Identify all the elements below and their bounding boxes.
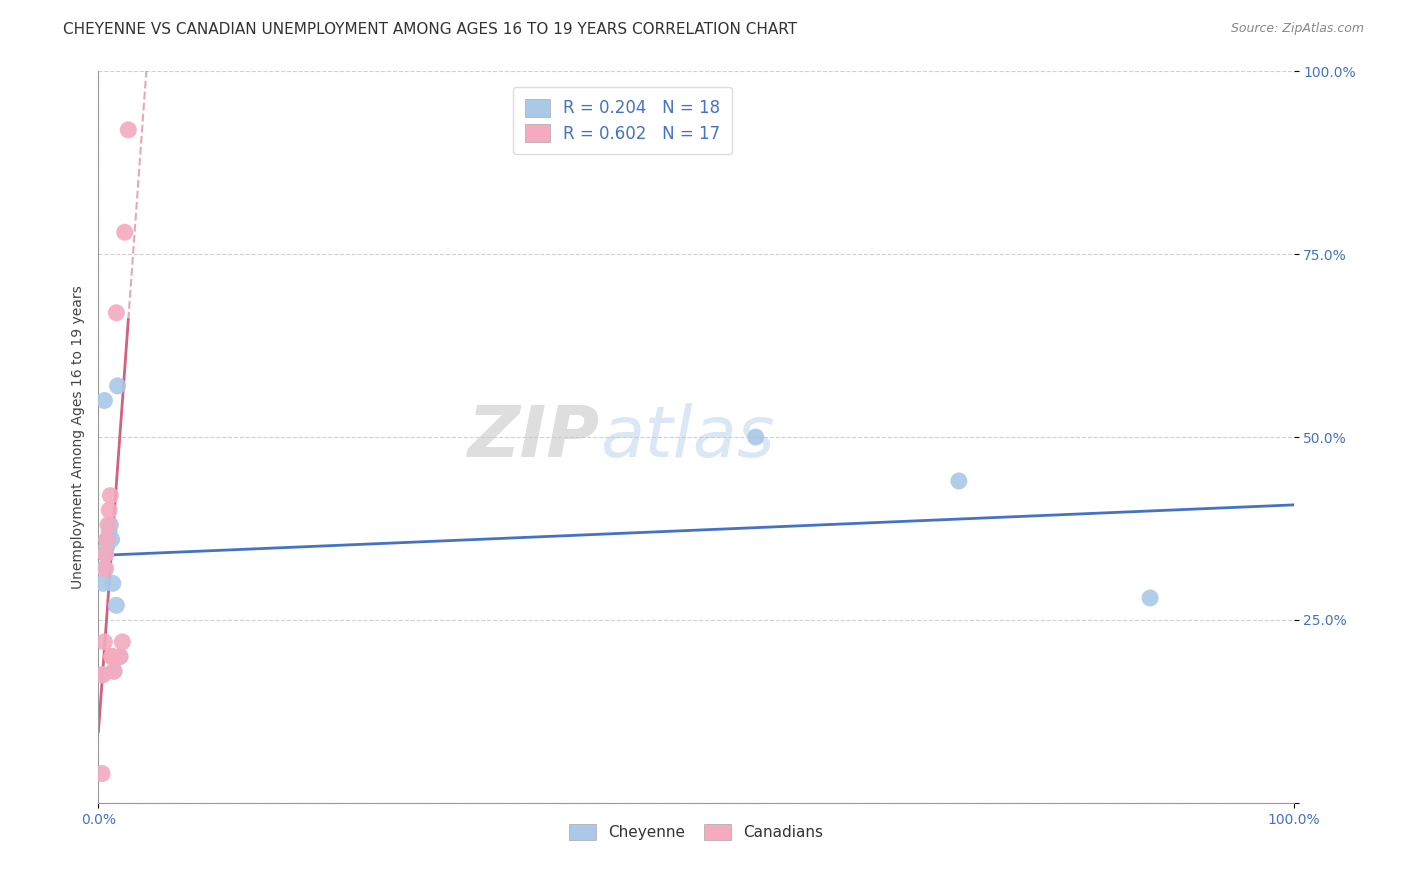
Point [101,649,124,664]
Text: ZIP: ZIP [468,402,600,472]
Point [91,667,114,681]
Point [111,635,134,649]
Point [94,547,117,561]
Point [91,576,114,591]
Point [98,525,121,540]
Point [93,562,115,576]
Point [91,766,114,780]
Point [105,306,128,320]
Point [114,225,136,239]
Text: CHEYENNE VS CANADIAN UNEMPLOYMENT AMONG AGES 16 TO 19 YEARS CORRELATION CHART: CHEYENNE VS CANADIAN UNEMPLOYMENT AMONG … [63,22,797,37]
Point [948,474,970,488]
Point [98,503,121,517]
Point [97,517,120,532]
Point [98,517,122,532]
Point [94,562,117,576]
Point [94,547,117,561]
Point [93,635,115,649]
Point [100,533,122,547]
Point [98,489,122,503]
Text: Source: ZipAtlas.com: Source: ZipAtlas.com [1230,22,1364,36]
Point [103,664,125,678]
Text: atlas: atlas [600,402,775,472]
Point [1139,591,1161,605]
Point [107,379,129,393]
Point [745,430,768,444]
Point [93,393,115,408]
Point [103,664,125,678]
Legend: Cheyenne, Canadians: Cheyenne, Canadians [562,817,830,847]
Point [117,123,139,137]
Point [108,649,131,664]
Point [96,540,118,554]
Point [100,649,122,664]
Point [105,599,128,613]
Point [101,576,124,591]
Y-axis label: Unemployment Among Ages 16 to 19 years: Unemployment Among Ages 16 to 19 years [70,285,84,589]
Point [96,533,118,547]
Point [97,533,120,547]
Point [91,667,114,681]
Point [108,649,131,664]
